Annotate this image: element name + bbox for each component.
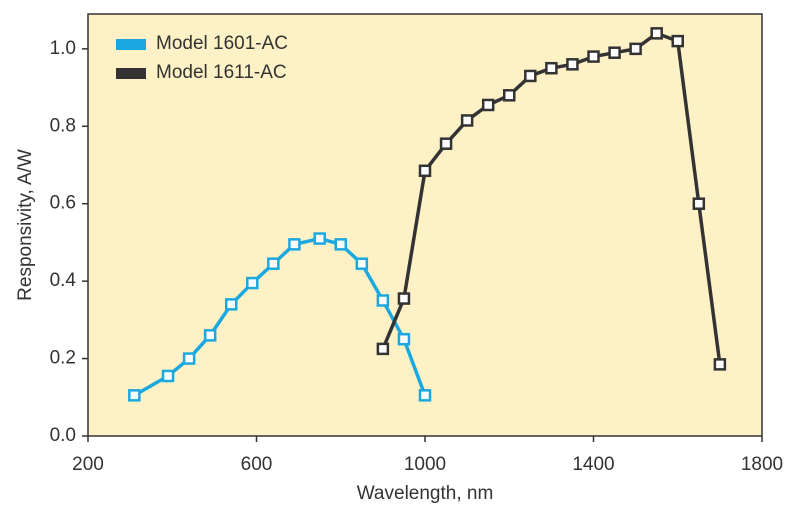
marker bbox=[503, 89, 516, 102]
marker bbox=[418, 389, 432, 402]
marker bbox=[161, 369, 175, 383]
x-axis-label: Wavelength, nm bbox=[357, 483, 494, 504]
x-tick-label: 200 bbox=[72, 454, 104, 475]
marker bbox=[713, 358, 727, 371]
y-tick-label: 0.0 bbox=[50, 425, 76, 446]
marker bbox=[313, 232, 326, 245]
y-tick-label: 0.4 bbox=[50, 270, 77, 291]
legend-swatch bbox=[116, 39, 146, 50]
marker bbox=[182, 352, 196, 365]
marker bbox=[246, 276, 259, 290]
marker bbox=[545, 61, 558, 75]
marker bbox=[203, 329, 217, 342]
marker bbox=[692, 197, 706, 210]
marker bbox=[397, 292, 411, 305]
x-tick-label: 1000 bbox=[404, 454, 446, 475]
marker bbox=[288, 238, 301, 251]
legend-label: Model 1601-AC bbox=[156, 33, 288, 54]
x-tick-label: 600 bbox=[241, 454, 273, 475]
y-tick-label: 0.6 bbox=[50, 193, 76, 214]
legend-swatch bbox=[116, 68, 146, 79]
marker bbox=[460, 114, 474, 127]
legend-label: Model 1611-AC bbox=[156, 62, 287, 83]
x-tick-label: 1400 bbox=[572, 454, 614, 475]
marker bbox=[334, 238, 347, 251]
marker bbox=[650, 27, 663, 40]
marker bbox=[267, 257, 280, 270]
marker bbox=[397, 332, 411, 346]
marker bbox=[587, 50, 600, 63]
marker bbox=[439, 137, 453, 150]
y-tick-label: 0.2 bbox=[50, 348, 76, 369]
x-tick-label: 1800 bbox=[741, 454, 783, 475]
marker bbox=[524, 69, 537, 83]
marker bbox=[128, 389, 141, 402]
marker bbox=[671, 34, 684, 48]
marker bbox=[376, 342, 390, 356]
marker bbox=[481, 98, 495, 112]
marker bbox=[418, 164, 432, 178]
marker bbox=[629, 42, 642, 56]
marker bbox=[566, 58, 579, 71]
y-tick-label: 0.8 bbox=[50, 115, 76, 136]
marker bbox=[355, 257, 369, 270]
plot-area bbox=[87, 13, 763, 437]
marker bbox=[376, 294, 390, 307]
y-tick-label: 1.0 bbox=[50, 38, 76, 59]
marker bbox=[224, 298, 238, 311]
marker bbox=[608, 46, 621, 59]
y-axis-label: Responsivity, A/W bbox=[15, 149, 36, 301]
